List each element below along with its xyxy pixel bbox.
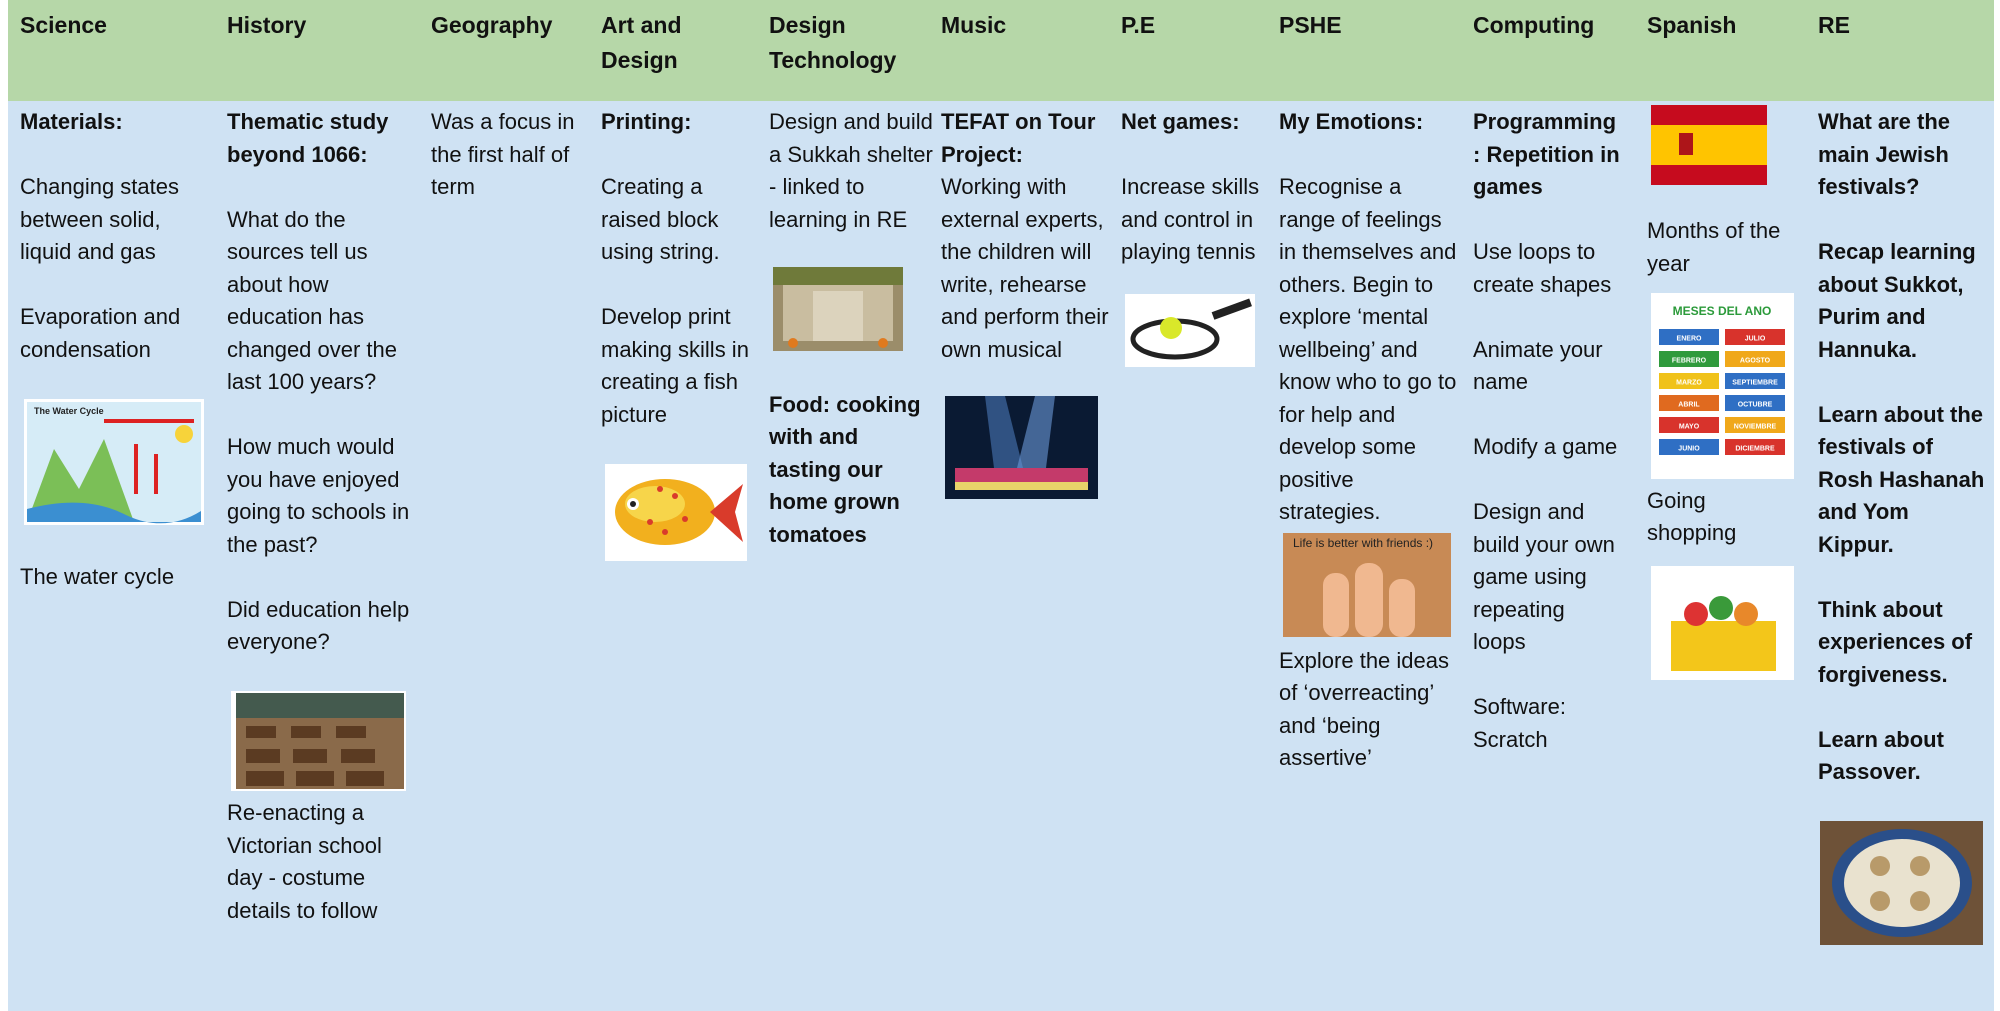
text: Was a focus in the first half of term (431, 109, 575, 199)
header-cell: Art and Design (601, 12, 682, 73)
image-title: The Water Cycle (34, 406, 104, 416)
text: Increase skills and control in playing t… (1121, 174, 1260, 264)
month-tile (1659, 416, 1719, 433)
geography-column: Was a focus in the first half of term (431, 106, 576, 236)
spain-flag-image (1651, 105, 1767, 185)
month-tile (1659, 350, 1719, 367)
fish-image (605, 463, 747, 561)
text: Evaporation and condensation (20, 304, 181, 362)
computing-column: Programming: Repetition in games Use loo… (1473, 106, 1623, 789)
topic-heading: Think about experiences of forgiveness. (1818, 596, 1973, 687)
stage-image (945, 395, 1098, 499)
header-cell: Spanish (1647, 12, 1737, 38)
text: Design and build a Sukkah shelter - link… (769, 109, 933, 232)
month-label: OCTUBRE (1738, 401, 1773, 408)
header-cell: History (227, 12, 307, 38)
header-cell: Design Technology (769, 12, 897, 73)
text: The water cycle (20, 563, 175, 589)
text: Did education help everyone? (227, 596, 410, 655)
text: Going shopping (1647, 487, 1737, 546)
text: Animate your name (1473, 336, 1603, 395)
topic-heading: Net games: (1121, 109, 1240, 134)
text: Design and build your own game using rep… (1473, 499, 1615, 654)
header-cell: RE (1818, 12, 1850, 38)
month-tile (1725, 438, 1785, 455)
topic-heading: My Emotions: (1279, 109, 1424, 134)
month-tile (1725, 372, 1785, 389)
month-label: DICIEMBRE (1735, 445, 1775, 452)
topic-heading: Learn about Passover. (1818, 726, 1944, 785)
text: Software: Scratch (1473, 694, 1566, 752)
topic-heading: Materials: (20, 109, 123, 134)
topic-heading: TEFAT on Tour Project: (941, 109, 1096, 167)
topic-heading: Printing: (601, 109, 692, 134)
sukkah-image (773, 266, 903, 351)
text: Modify a game (1473, 434, 1618, 459)
text: Re-enacting a Victorian school day - cos… (227, 800, 382, 923)
month-tile (1659, 438, 1719, 455)
tennis-image (1125, 294, 1255, 367)
month-tile (1725, 394, 1785, 411)
seder-plate-image (1820, 821, 1983, 945)
music-column: TEFAT on Tour Project: Working with exte… (941, 106, 1111, 499)
text: Use loops to create shapes (1473, 239, 1612, 297)
topic-heading: Recap learning about Sukkot, Purim and H… (1818, 239, 1976, 362)
month-label: NOVIEMBRE (1734, 423, 1777, 430)
topic-heading: What are the main Jewish festivals? (1818, 109, 1951, 199)
art-column: Printing: Creating a raised block using … (601, 106, 751, 561)
header-cell: Computing (1473, 12, 1595, 38)
history-column: Thematic study beyond 1066: What do the … (227, 106, 417, 960)
text: What do the sources tell us about how ed… (227, 206, 398, 395)
science-column: Materials: Changing states between solid… (20, 106, 210, 626)
month-label: ENERO (1677, 335, 1702, 342)
topic-heading: Programming: Repetition in games (1473, 109, 1620, 199)
re-column: What are the main Jewish festivals? Reca… (1818, 106, 1990, 945)
month-tile (1725, 328, 1785, 345)
month-label: JUNIO (1678, 445, 1700, 452)
classroom-image (231, 691, 406, 791)
header-row (8, 0, 1994, 101)
text: Explore the ideas of ‘overreacting’ and … (1279, 647, 1449, 771)
spanish-column: Months of the year MESES DEL ANO ENERO JU… (1647, 105, 1797, 680)
month-tile (1659, 328, 1719, 345)
content-row (8, 101, 1994, 1011)
header-cell: PSHE (1279, 12, 1342, 38)
text: How much would you have enjoyed going to… (227, 434, 410, 557)
month-tile (1725, 416, 1785, 433)
header-cell: Geography (431, 12, 553, 38)
header-cell: Science (20, 12, 107, 38)
text: Months of the year (1647, 218, 1781, 276)
basket-image (1651, 566, 1794, 680)
topic-heading: Thematic study beyond 1066: (227, 109, 389, 167)
header-cell: Music (941, 12, 1007, 38)
water-cycle-image: The Water Cycle (24, 398, 204, 525)
text: Recognise a range of feelings in themsel… (1279, 174, 1457, 524)
month-label: MAYO (1679, 423, 1700, 430)
topic-heading: Learn about the festivals of Rosh Hashan… (1818, 401, 1985, 557)
month-label: AGOSTO (1740, 357, 1771, 364)
friends-image: Life is better with friends :) (1283, 532, 1451, 637)
month-tile (1659, 372, 1719, 389)
month-tile (1725, 350, 1785, 367)
image-caption: Life is better with friends :) (1293, 536, 1433, 550)
month-label: FEBRERO (1672, 357, 1707, 364)
text: Working with external experts, the child… (941, 174, 1109, 362)
header-cell: P.E (1121, 12, 1156, 38)
pe-column: Net games: Increase skills and control i… (1121, 106, 1261, 367)
text: Creating a raised block using string. (601, 174, 720, 264)
month-label: JULIO (1745, 335, 1766, 342)
text: Changing states between solid, liquid an… (20, 174, 179, 264)
month-label: SEPTIEMBRE (1732, 379, 1778, 386)
design-technology-column: Design and build a Sukkah shelter - link… (769, 106, 934, 584)
image-title: MESES DEL ANO (1673, 304, 1772, 318)
month-label: ABRIL (1678, 401, 1700, 408)
month-label: MARZO (1676, 379, 1702, 386)
text: Develop print making skills in creating … (601, 304, 749, 427)
topic-heading: Food: cooking with and tasting our home … (769, 391, 921, 547)
month-tile (1659, 394, 1719, 411)
months-image: MESES DEL ANO ENERO JULIO FEBRERO AGOSTO MAR… (1651, 292, 1794, 479)
pshe-column: My Emotions: Recognise a range of feelin… (1279, 106, 1459, 807)
